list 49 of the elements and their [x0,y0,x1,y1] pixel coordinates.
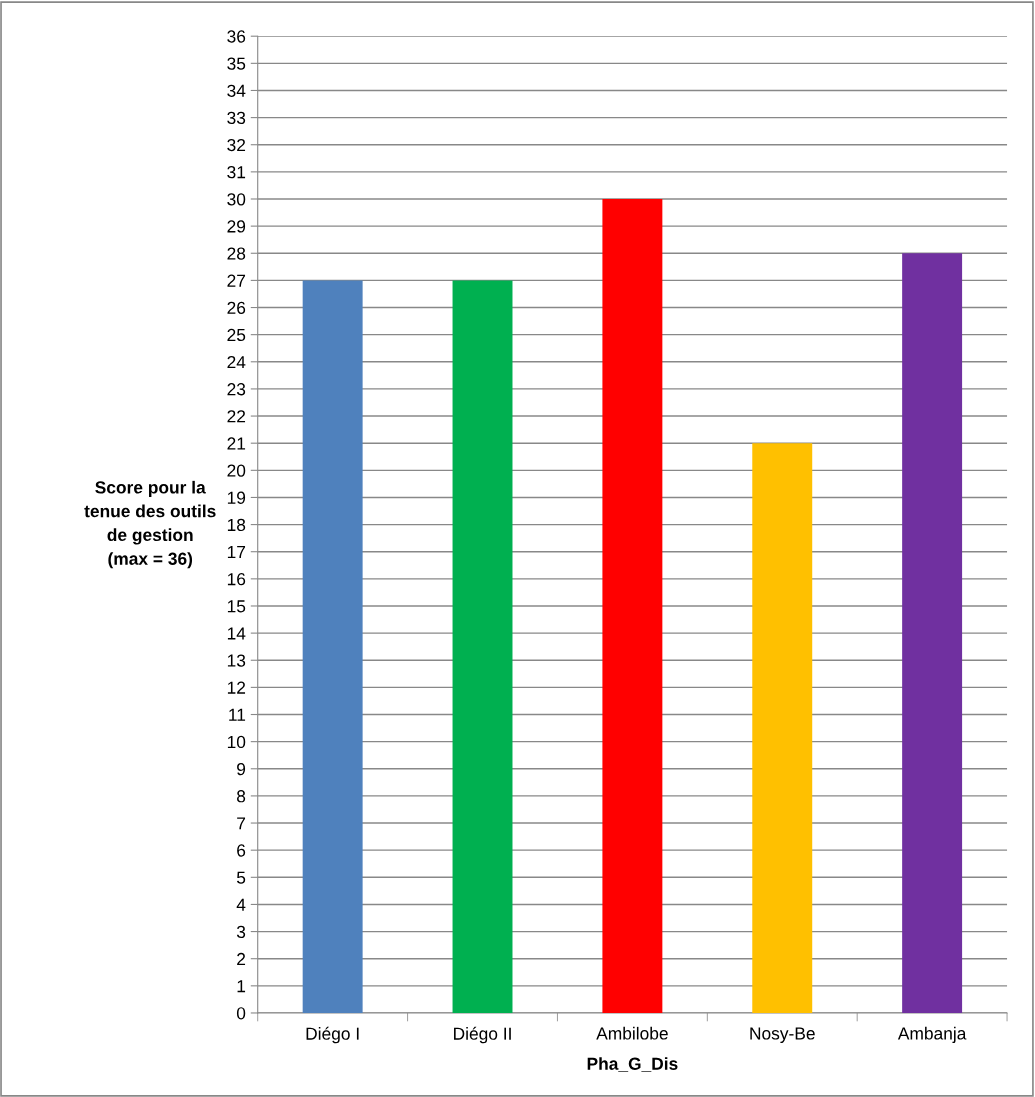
x-axis-title: Pha_G_Dis [587,1057,678,1072]
y-tick-label: 30 [227,193,246,206]
x-tick-label: Diégo II [454,1026,511,1044]
y-tick-label: 24 [227,355,246,369]
y-tick-label: 5 [236,871,246,884]
y-tick-label: 3 [236,925,246,939]
y-axis-title: Score pour la tenue des outils de gestion (max = 36) [84,480,216,569]
y-tick-label: 10 [227,735,246,749]
bar [602,199,663,1013]
y-tick-label: 8 [237,790,246,803]
y-tick-label: 33 [227,111,246,125]
x-tick-label: Nosy-Be [750,1027,815,1044]
y-tick-label: 14 [227,627,246,640]
y-tick-label: 36 [227,30,246,43]
y-tick-label: 29 [227,220,246,233]
bar [902,253,963,1013]
y-tick-label: 21 [227,437,246,450]
x-tick-label: Diégo I [306,1026,359,1044]
y-tick-label: 1 [237,980,246,993]
y-tick-label: 4 [236,898,246,911]
bar [302,280,363,1013]
y-tick-label: 26 [227,301,246,314]
bar [752,443,813,1013]
y-tick-label: 16 [227,573,246,586]
y-tick-label: 0 [236,1007,246,1020]
y-tick-label: 27 [227,274,246,287]
y-tick-label: 12 [227,681,246,694]
y-tick-label: 35 [227,57,246,70]
x-tick-label: Ambanja [897,1026,967,1044]
y-tick-label: 23 [227,383,246,396]
y-tick-label: 18 [227,518,246,532]
y-tick-label: 32 [227,138,246,152]
y-tick-label: 28 [227,247,246,260]
y-tick-label: 15 [227,600,246,613]
y-tick-label: 31 [227,166,246,179]
y-tick-label: 25 [227,328,246,342]
y-tick-label: 34 [227,84,246,97]
x-tick-label: Ambilobe [596,1026,668,1040]
y-tick-label: 13 [227,654,246,667]
bar [452,280,513,1013]
y-tick-label: 17 [227,546,246,559]
y-tick-label: 7 [237,817,246,830]
y-tick-label: 20 [227,464,246,477]
y-tick-label: 11 [229,708,246,721]
y-tick-label: 19 [227,491,246,504]
y-tick-label: 22 [227,410,246,423]
y-tick-label: 6 [237,844,246,857]
y-tick-label: 2 [237,952,246,965]
y-tick-label: 9 [237,762,246,776]
